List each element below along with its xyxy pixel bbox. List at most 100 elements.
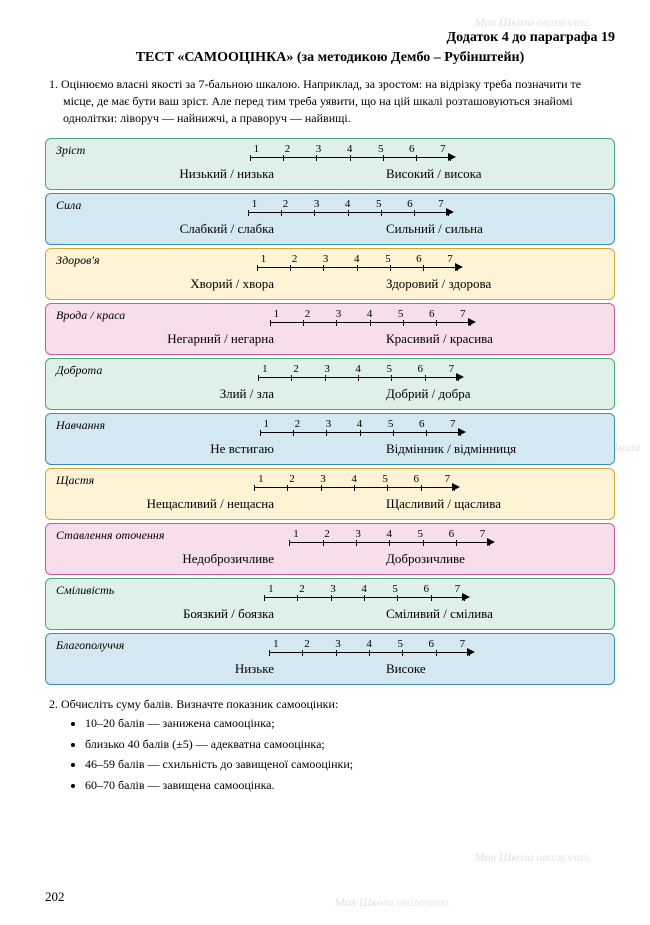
tick-label: 3 [316,143,322,155]
tick-label: 5 [392,583,398,595]
tick-label: 5 [397,638,403,650]
tick-label: 1 [258,473,264,485]
tick-label: 4 [367,308,373,320]
tick-label: 1 [264,418,270,430]
tick-label: 5 [378,143,384,155]
tick-label: 6 [416,253,422,265]
tick-label: 6 [449,528,455,540]
tick-label: 7 [480,528,486,540]
tick-label: 3 [323,253,329,265]
ruler: 1234567 [289,528,489,550]
scale-row: Благополуччя1234567НизькеВисоке [45,633,615,685]
scale-low-label: Слабкий / слабка [180,221,280,236]
scale-row: Зріст1234567Низький / низькаВисокий / ви… [45,138,615,190]
scale-low-label: Недоброзичливе [182,551,280,566]
tick-label: 6 [424,583,430,595]
tick-label: 3 [335,638,341,650]
ruler: 1234567 [250,143,450,165]
bullet-item: 10–20 балів — занижена самооцінка; [85,713,615,733]
intro-text: 1. Оцінюємо власні якості за 7-бальною ш… [45,76,615,126]
tick-label: 7 [449,363,455,375]
scale-row: Врода / краса1234567Негарний / негарнаКр… [45,303,615,355]
scale-high-label: Здоровий / здорова [380,276,491,291]
scale-high-label: Красивий / красива [380,331,493,346]
tick-label: 4 [355,363,361,375]
scale-high-label: Сміливий / смілива [380,606,493,621]
tick-label: 7 [460,638,466,650]
tick-label: 3 [314,198,320,210]
tick-label: 1 [274,308,280,320]
tick-label: 1 [261,253,267,265]
tick-label: 7 [460,308,466,320]
scale-name: Щастя [56,473,104,488]
tick-label: 2 [295,418,301,430]
tick-label: 4 [357,418,363,430]
tick-label: 4 [361,583,367,595]
tick-label: 5 [388,418,394,430]
tick-label: 1 [268,583,274,595]
bullet-item: 60–70 балів — завищена самооцінка. [85,775,615,795]
tick-label: 5 [418,528,424,540]
watermark: Моя Школа OBOZREVATEL [475,15,590,30]
scale-high-label: Відмінник / відмінниця [380,441,516,456]
tick-label: 3 [330,583,336,595]
appendix-label: Додаток 4 до параграфа 19 [45,30,615,46]
tick-label: 4 [354,253,360,265]
scale-low-label: Низьке [235,661,280,676]
tick-label: 4 [366,638,372,650]
scale-row: Щастя1234567Нещасливий / нещаснаЩасливий… [45,468,615,520]
scale-high-label: Високе [380,661,426,676]
tick-label: 2 [304,638,310,650]
scale-row: Доброта1234567Злий / злаДобрий / добра [45,358,615,410]
ruler: 1234567 [257,253,457,275]
tick-label: 1 [293,528,299,540]
scale-name: Здоров'я [56,253,110,268]
tick-label: 6 [407,198,413,210]
tick-label: 2 [299,583,305,595]
tick-label: 2 [289,473,295,485]
tick-label: 4 [347,143,353,155]
page-title: ТЕСТ «САМООЦІНКА» (за методикою Дембо – … [45,50,615,66]
tick-label: 3 [324,363,330,375]
tick-label: 5 [398,308,404,320]
tick-label: 2 [292,253,298,265]
scale-low-label: Хворий / хвора [190,276,280,291]
tick-label: 7 [455,583,461,595]
scale-high-label: Сильний / сильна [380,221,483,236]
tick-label: 6 [419,418,425,430]
ruler: 1234567 [270,308,470,330]
scale-high-label: Щасливий / щаслива [380,496,501,511]
scale-name: Зріст [56,143,95,158]
tick-label: 2 [285,143,291,155]
bullet-item: 46–59 балів — схильність до завищеної са… [85,754,615,774]
scale-name: Навчання [56,418,115,433]
tick-label: 1 [273,638,279,650]
tick-label: 5 [382,473,388,485]
tick-label: 3 [336,308,342,320]
scale-name: Сила [56,198,91,213]
page-number: 202 [45,889,65,905]
tick-label: 6 [414,473,420,485]
ruler: 1234567 [258,363,458,385]
scale-low-label: Низький / низька [179,166,280,181]
tick-label: 6 [409,143,415,155]
scale-high-label: Високий / висока [380,166,482,181]
ruler: 1234567 [269,638,469,660]
scale-low-label: Боязкий / боязка [183,606,280,621]
tick-label: 6 [429,308,435,320]
tick-label: 4 [345,198,351,210]
tick-label: 7 [438,198,444,210]
scale-row: Навчання1234567Не встигаюВідмінник / від… [45,413,615,465]
scale-name: Ставлення оточення [56,528,174,543]
tick-label: 2 [293,363,299,375]
ruler: 1234567 [254,473,454,495]
scale-row: Сміливість1234567Боязкий / боязкаСміливи… [45,578,615,630]
scales-list: Зріст 1 2 3 4 5 6 7 Низький / низька Високий / ви… [45,138,615,685]
scale-row: Здоров'я1234567Хворий / хвораЗдоровий / … [45,248,615,300]
ruler: 1234567 [248,198,448,220]
tick-label: 3 [320,473,326,485]
tick-label: 5 [376,198,382,210]
tick-label: 2 [324,528,330,540]
tick-label: 3 [326,418,332,430]
tick-label: 5 [386,363,392,375]
